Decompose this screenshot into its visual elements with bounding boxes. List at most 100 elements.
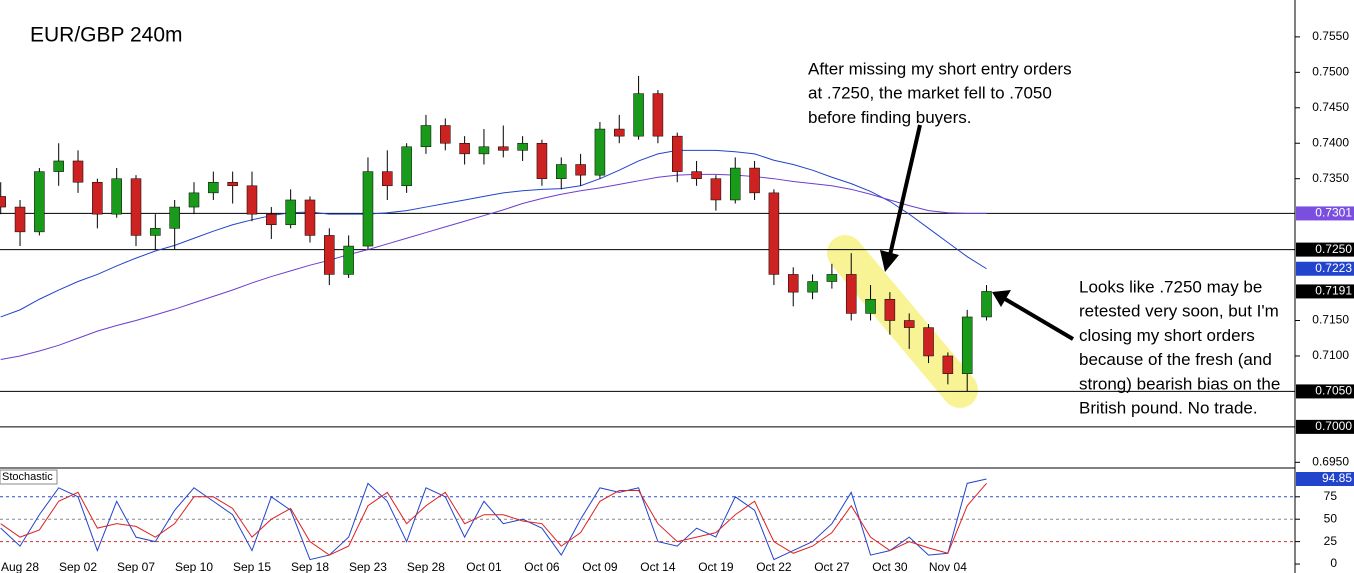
annotation: at .7250, the market fell to .7050 — [808, 84, 1052, 103]
candle-body — [420, 125, 432, 148]
candle-body — [787, 274, 799, 293]
candle-body — [884, 298, 896, 321]
candle-body — [401, 146, 412, 187]
candle-body — [343, 245, 354, 275]
arrow — [888, 124, 922, 256]
level-box — [1296, 206, 1354, 221]
candle-body — [923, 327, 934, 357]
candle-body — [111, 178, 122, 215]
annotation: After missing my short entry orders — [808, 59, 1072, 78]
price-label: 0.7191 — [1315, 284, 1352, 298]
candle-body — [14, 206, 26, 233]
candle-body — [729, 167, 741, 201]
candle-body — [130, 178, 142, 236]
candle-body — [382, 171, 393, 187]
candle-body — [208, 181, 219, 194]
price-panel — [0, 75, 1295, 428]
x-tick-label: Sep 07 — [117, 560, 155, 573]
candle-body — [53, 160, 64, 172]
x-tick-label: Oct 14 — [640, 560, 676, 573]
stochastic-line — [0, 483, 987, 556]
candle-body — [556, 164, 567, 179]
candle-body — [903, 320, 915, 328]
x-tick-label: Oct 22 — [756, 560, 792, 573]
candle-body — [961, 316, 973, 374]
candle-body — [0, 196, 6, 208]
level-box — [1296, 384, 1354, 399]
candle-body — [169, 206, 180, 229]
x-tick-label: Sep 15 — [233, 560, 271, 573]
candle-body — [614, 128, 625, 137]
candle-body — [807, 281, 818, 293]
y-tick-label: 0.7150 — [1312, 313, 1349, 327]
candle-body — [459, 142, 470, 155]
arrow-head — [992, 290, 1011, 307]
candle-body — [536, 142, 548, 179]
moving-average — [0, 173, 987, 361]
annotation: Looks like .7250 may be — [1079, 277, 1262, 296]
y-tick-label: 75 — [1324, 489, 1338, 503]
x-tick-label: Sep 10 — [175, 560, 213, 573]
level-label: 0.7000 — [1315, 419, 1352, 433]
annotation: because of the fresh (and — [1079, 350, 1272, 369]
annotation: before finding buyers. — [808, 108, 972, 127]
price-label: 0.7223 — [1315, 261, 1352, 275]
candle-body — [440, 125, 451, 144]
annotation: strong) bearish bias on the — [1079, 374, 1280, 393]
x-tick-label: Sep 02 — [59, 560, 97, 573]
y-tick-label: 0.6950 — [1312, 454, 1349, 468]
candle-body — [266, 213, 277, 226]
candle-body — [768, 192, 780, 275]
candle-body — [72, 160, 84, 183]
level-label: 0.7050 — [1315, 384, 1352, 398]
candle-body — [150, 228, 161, 236]
panel-title-box — [0, 469, 58, 485]
annotation: British pound. No trade. — [1079, 398, 1258, 417]
annotation: retested very soon, but I'm — [1079, 302, 1279, 321]
candle-body — [633, 93, 644, 137]
candle-body — [34, 171, 45, 233]
y-tick-label: 25 — [1324, 534, 1338, 548]
candle-body — [498, 146, 509, 151]
candle-body — [981, 291, 992, 318]
highlight — [827, 235, 978, 408]
value-box — [1296, 471, 1354, 486]
x-tick-label: Nov 04 — [929, 560, 967, 573]
candle-body — [362, 171, 374, 247]
panel-title: Stochastic — [2, 471, 53, 483]
candle-body — [246, 185, 258, 215]
candle-body — [575, 164, 586, 176]
x-tick-label: Sep 23 — [349, 560, 387, 573]
stochastic-line — [0, 478, 987, 561]
candle-body — [845, 274, 857, 314]
y-tick-label: 0.7100 — [1312, 348, 1349, 362]
candle-body — [594, 128, 606, 176]
x-tick-label: Oct 30 — [872, 560, 908, 573]
level-label: 0.7301 — [1315, 206, 1352, 220]
price-box — [1296, 284, 1354, 299]
moving-average — [0, 149, 987, 318]
candle-body — [942, 355, 954, 374]
candle-body — [324, 235, 335, 275]
level-box — [1296, 419, 1354, 434]
candle-body — [304, 199, 316, 236]
candle-body — [517, 142, 528, 151]
candle-body — [285, 199, 296, 226]
y-tick-label: 50 — [1324, 511, 1338, 525]
candle-body — [92, 181, 103, 215]
candle-body — [478, 146, 490, 155]
value-label: 94.85 — [1322, 471, 1352, 485]
x-tick-label: Oct 19 — [698, 560, 734, 573]
x-tick-label: Oct 01 — [466, 560, 502, 573]
candle-body — [826, 274, 838, 282]
y-tick-label: 0.7400 — [1312, 135, 1349, 149]
arrow-head — [880, 250, 899, 272]
x-tick-label: Sep 18 — [291, 560, 329, 573]
x-tick-label: Oct 09 — [582, 560, 618, 573]
candle-body — [865, 298, 876, 314]
chart-title: EUR/GBP 240m — [30, 24, 183, 47]
candle-body — [710, 178, 722, 201]
y-tick-label: 0 — [1330, 556, 1337, 570]
candle-body — [691, 171, 702, 179]
x-tick-label: Sep 28 — [407, 560, 445, 573]
